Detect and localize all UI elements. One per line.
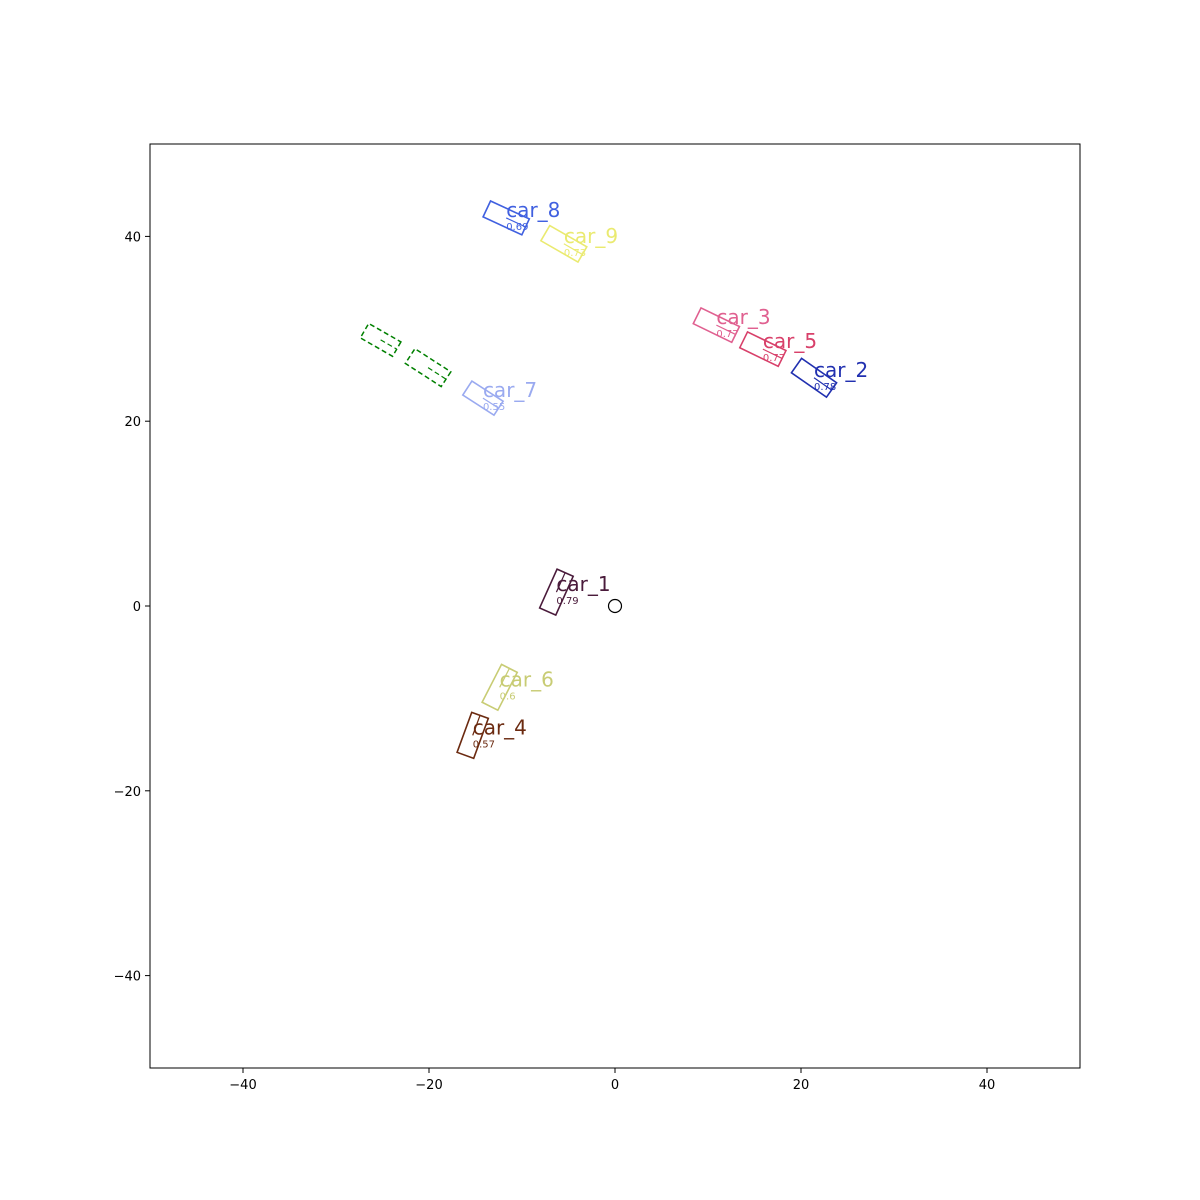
detection-heading-line — [555, 572, 566, 593]
x-tick-label: 40 — [979, 1078, 996, 1093]
detection-box — [538, 568, 575, 617]
gt-heading-line — [427, 367, 447, 380]
detection-score: 0.78 — [814, 382, 836, 393]
detection-box — [482, 199, 531, 236]
gt-box — [359, 322, 402, 358]
gt-box — [404, 347, 452, 388]
x-tick-label: 20 — [793, 1078, 810, 1093]
detection-heading-line — [472, 715, 481, 736]
detection-score: 0.77 — [763, 353, 785, 364]
detection-heading-line — [762, 348, 783, 359]
detection-heading-line — [563, 243, 583, 255]
detection-box — [539, 224, 588, 264]
x-tick-label: −40 — [229, 1078, 256, 1093]
y-tick-label: 0 — [133, 600, 141, 615]
y-tick-label: 40 — [124, 230, 141, 245]
detection-heading-line — [813, 377, 832, 391]
detection-label: car_9 — [564, 224, 618, 248]
detection-score: 0.57 — [473, 739, 495, 750]
detection-box — [790, 357, 838, 399]
detection-score: 0.77 — [716, 329, 738, 340]
box-layer — [359, 199, 838, 760]
gt-heading-line — [380, 339, 398, 350]
detection-heading-line — [499, 668, 510, 688]
detection-box — [738, 330, 788, 368]
detection-label: car_1 — [556, 572, 610, 596]
y-tick-label: −40 — [114, 970, 141, 985]
detection-label: car_3 — [716, 305, 770, 329]
tick-layer: −40 −20 0 20 40 −40 −20 0 20 40 — [114, 230, 996, 1093]
detection-label: car_8 — [506, 198, 560, 222]
label-layer: car_10.79car_20.78car_30.77car_40.57car_… — [473, 198, 869, 750]
detection-box — [456, 711, 490, 760]
detection-heading-line — [505, 217, 526, 228]
detection-score: 0.6 — [500, 691, 516, 702]
detection-box — [692, 306, 741, 344]
detection-score: 0.73 — [564, 248, 586, 259]
detection-box — [461, 379, 505, 417]
y-tick-label: 20 — [124, 415, 141, 430]
detection-box — [481, 663, 519, 712]
ego-vehicle-marker — [607, 598, 623, 614]
detection-score: 0.69 — [506, 222, 528, 233]
detection-label: car_7 — [483, 378, 537, 402]
x-tick-label: −20 — [415, 1078, 442, 1093]
detection-heading-line — [482, 397, 499, 409]
detection-label: car_2 — [814, 358, 868, 382]
detection-label: car_6 — [500, 667, 554, 691]
y-tick-label: −20 — [114, 785, 141, 800]
detection-heading-line — [716, 324, 736, 335]
detection-label: car_4 — [473, 715, 527, 739]
detection-score: 0.55 — [483, 402, 505, 413]
x-tick-label: 0 — [611, 1078, 619, 1093]
detection-label: car_5 — [763, 329, 817, 353]
detection-score: 0.79 — [556, 596, 578, 607]
